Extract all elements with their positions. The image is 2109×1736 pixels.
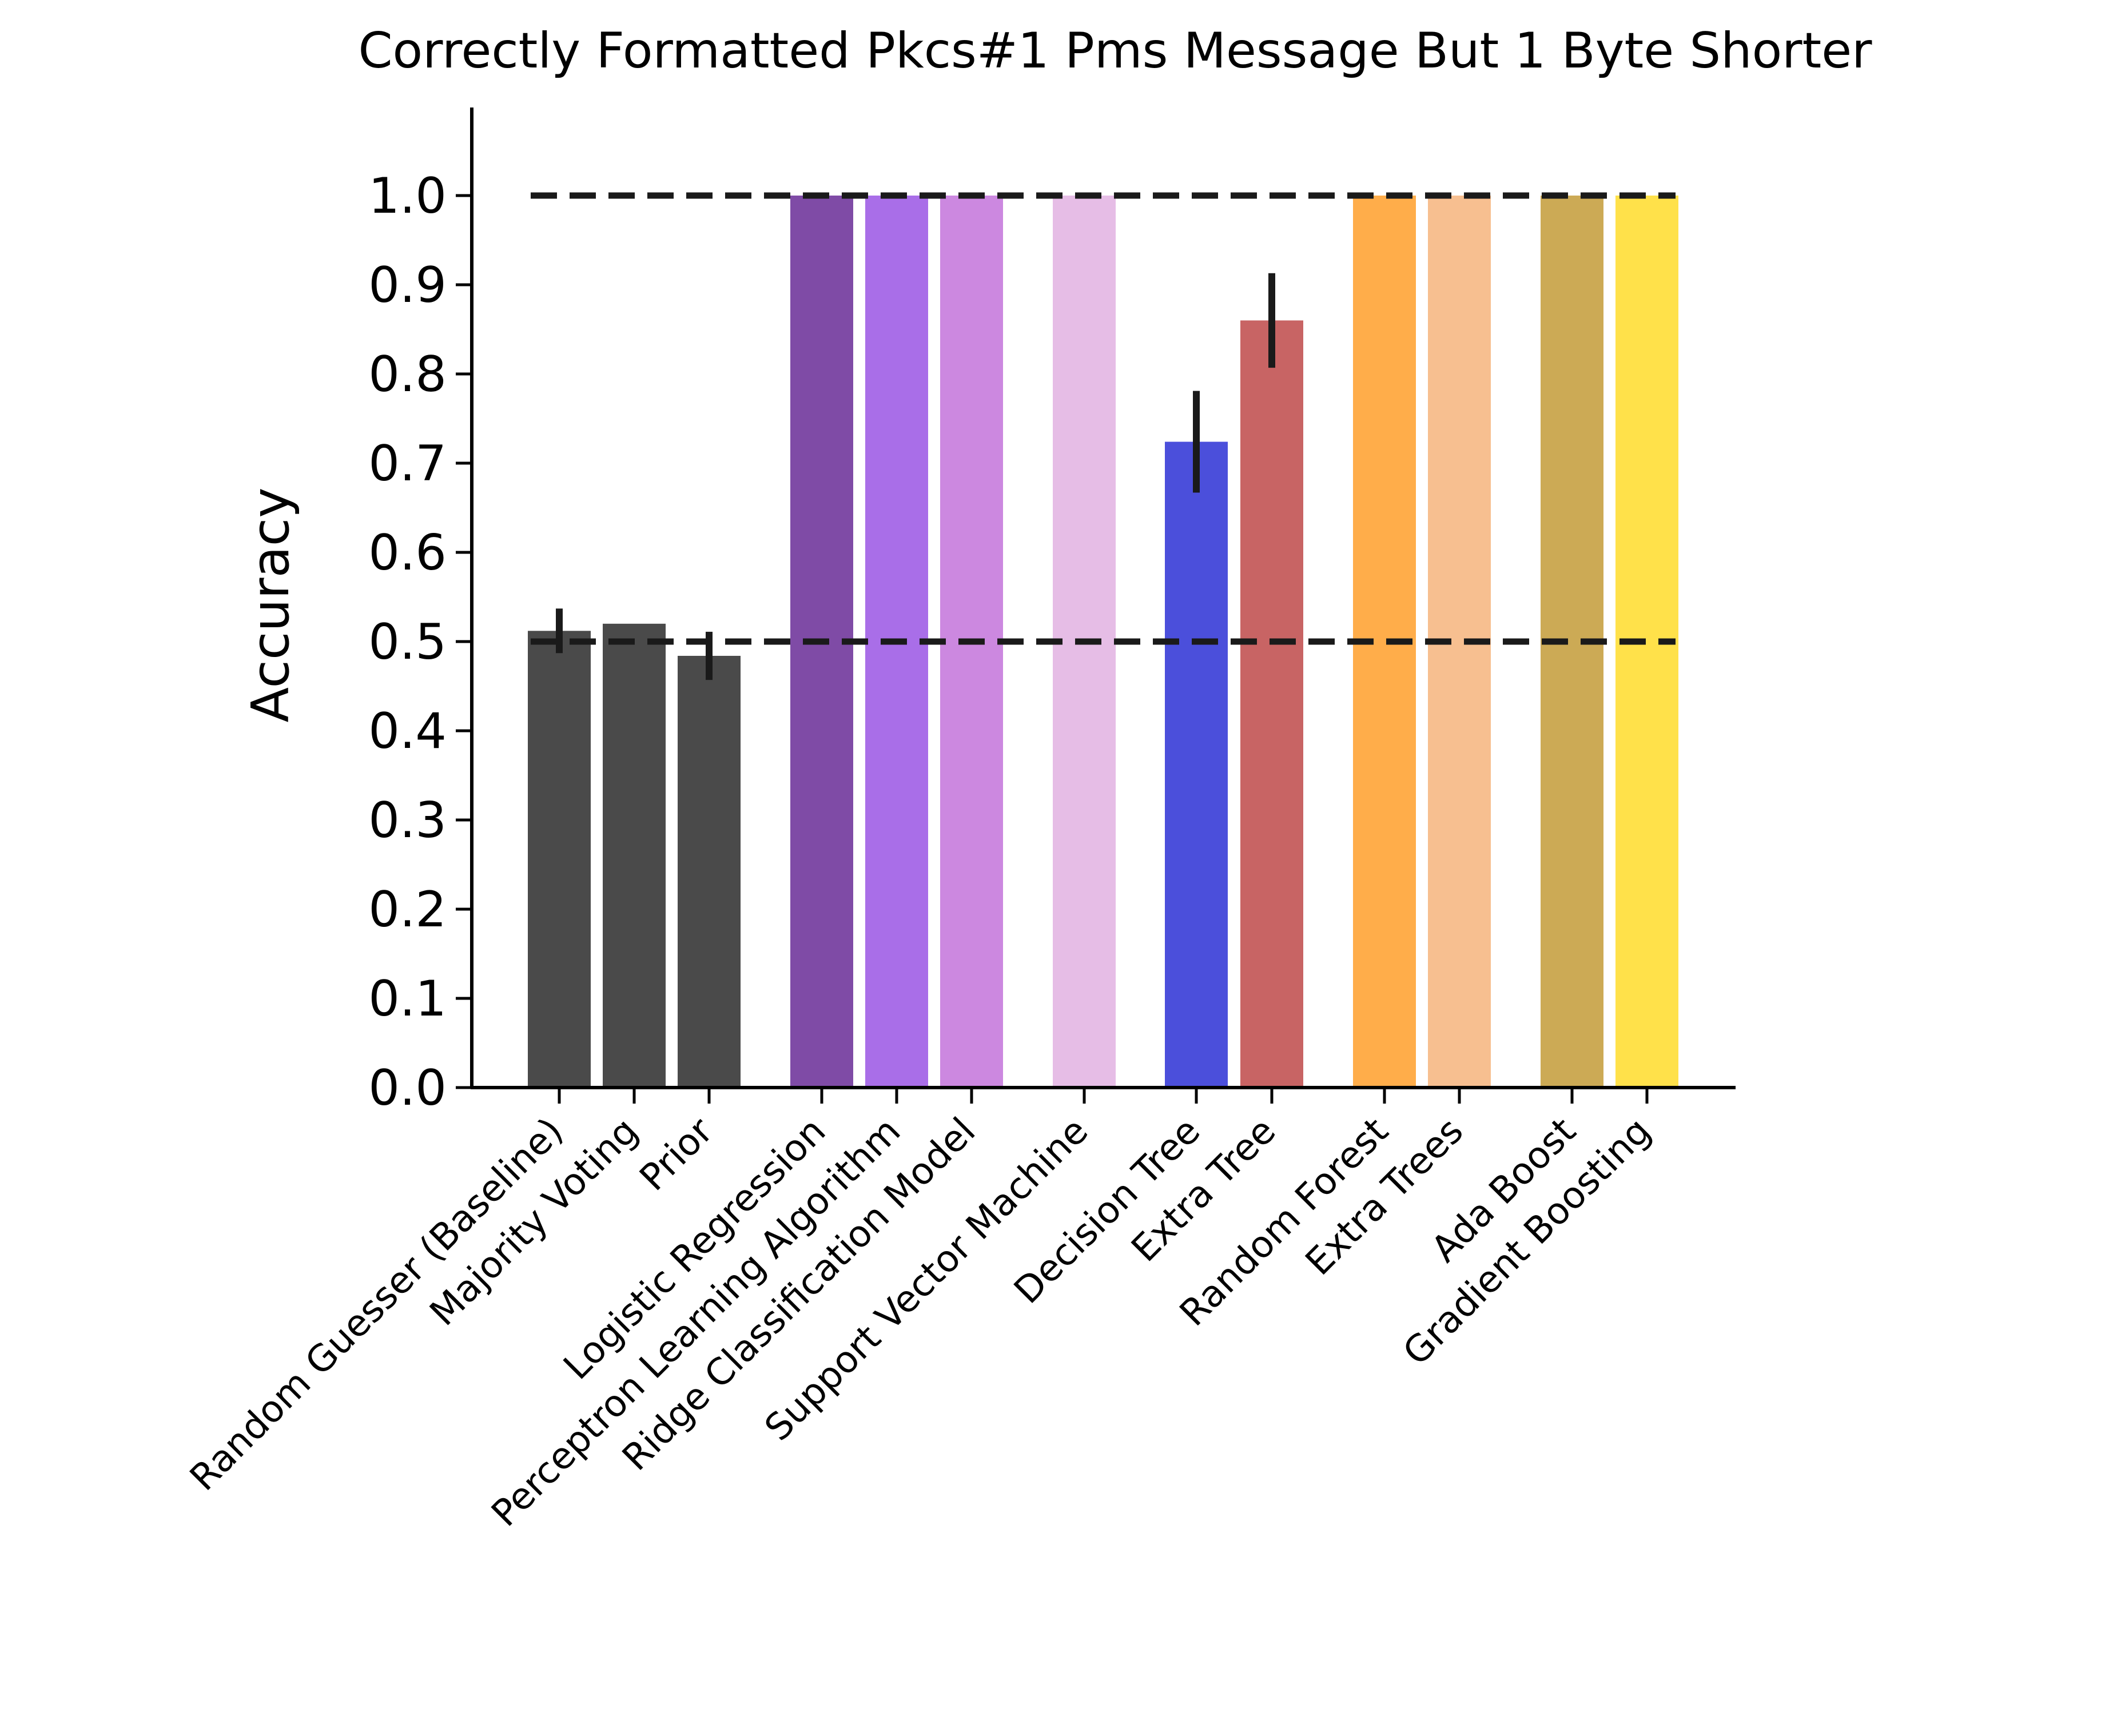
x-tick-label: Prior <box>632 1110 722 1200</box>
y-tick-label: 0.9 <box>368 257 447 314</box>
reference-lines-group <box>531 192 1676 645</box>
bar <box>1240 320 1303 1088</box>
y-tick-label: 0.6 <box>368 524 447 582</box>
bar <box>603 623 666 1088</box>
y-axis: 0.0 0.1 0.2 0.3 0.4 0.5 0.6 0.7 0.8 0.9 1.0 <box>368 107 473 1117</box>
y-axis-label: Accuracy <box>241 488 301 723</box>
y-tick-label: 0.0 <box>368 1060 447 1117</box>
y-tick-label: 0.2 <box>368 881 447 938</box>
chart-title: Correctly Formatted Pkcs#1 Pms Message B… <box>358 22 1872 79</box>
bar <box>528 631 591 1088</box>
x-tick-label: Random Guesser (Baseline) <box>182 1110 571 1499</box>
x-tick-label: Perceptron Learning Algorithm <box>484 1110 909 1535</box>
y-tick-label: 0.8 <box>368 346 447 403</box>
y-tick-label: 1.0 <box>368 168 447 225</box>
bar <box>678 655 741 1088</box>
y-tick-label: 0.4 <box>368 703 447 760</box>
bar <box>1165 441 1228 1088</box>
x-axis: Random Guesser (Baseline)Majority Voting… <box>182 1086 1736 1535</box>
y-tick-label: 0.5 <box>368 614 447 671</box>
y-tick-label: 0.3 <box>368 792 447 849</box>
y-tick-label: 0.1 <box>368 970 447 1028</box>
y-tick-label: 0.7 <box>368 435 447 492</box>
